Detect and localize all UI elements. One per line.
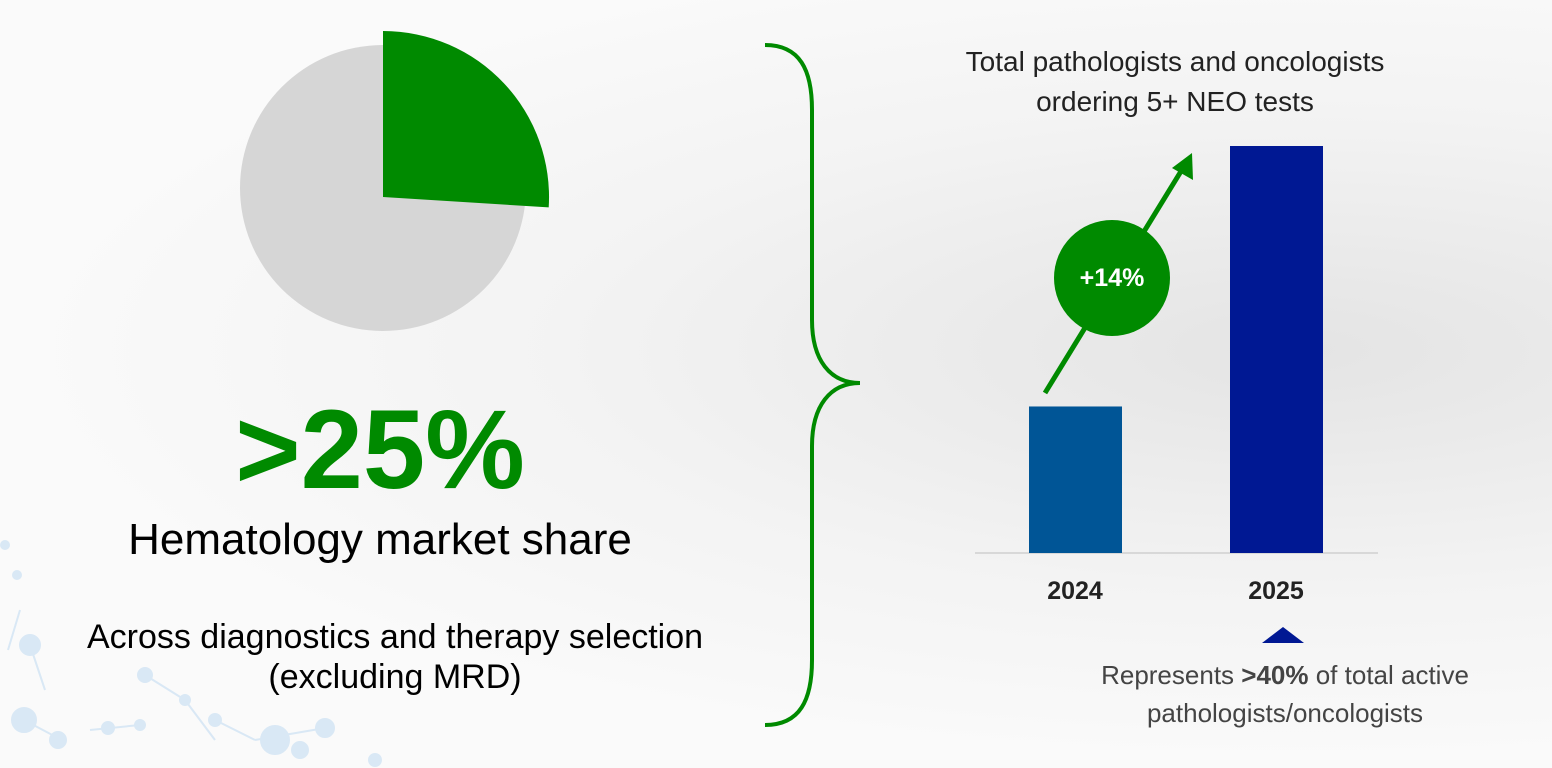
bar-2025 [1230, 146, 1323, 553]
pointer-triangle-icon [1262, 627, 1304, 643]
headline-note: Across diagnostics and therapy selection… [30, 617, 760, 697]
chart-title-line-2: ordering 5+ NEO tests [1036, 86, 1314, 117]
pie-chart [240, 30, 550, 331]
pie-slice-share [383, 30, 550, 208]
note-line-1: Across diagnostics and therapy selection [86, 618, 704, 656]
chart-footnote: Represents >40% of total active patholog… [1040, 656, 1530, 732]
chart-title-line-1: Total pathologists and oncologists [965, 46, 1385, 77]
x-tick-label-2025: 2025 [1248, 577, 1304, 605]
arrow-head-icon [1172, 153, 1193, 180]
headline-value: >25% [235, 387, 525, 512]
footnote-line-2: pathologists/oncologists [1146, 698, 1424, 728]
note-line-2: (excluding MRD) [268, 658, 522, 696]
footnote-bold: >40% [1241, 660, 1309, 690]
curly-brace [764, 43, 861, 727]
growth-badge-label: +14% [1079, 264, 1145, 292]
growth-badge [1054, 220, 1170, 336]
headline-subtitle: Hematology market share [128, 515, 632, 564]
footnote-prefix: Represents [1101, 660, 1242, 690]
chart-title: Total pathologists and oncologists order… [880, 42, 1470, 122]
x-tick-label-2024: 2024 [1047, 577, 1103, 605]
molecule-decoration [0, 540, 382, 767]
bar-2024 [1029, 406, 1122, 553]
footnote-suffix: of total active [1308, 660, 1469, 690]
